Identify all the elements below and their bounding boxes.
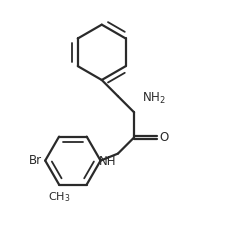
Text: O: O xyxy=(160,131,169,144)
Text: CH$_3$: CH$_3$ xyxy=(48,190,70,204)
Text: Br: Br xyxy=(29,154,42,167)
Text: NH$_2$: NH$_2$ xyxy=(143,90,166,106)
Text: NH: NH xyxy=(99,155,117,168)
